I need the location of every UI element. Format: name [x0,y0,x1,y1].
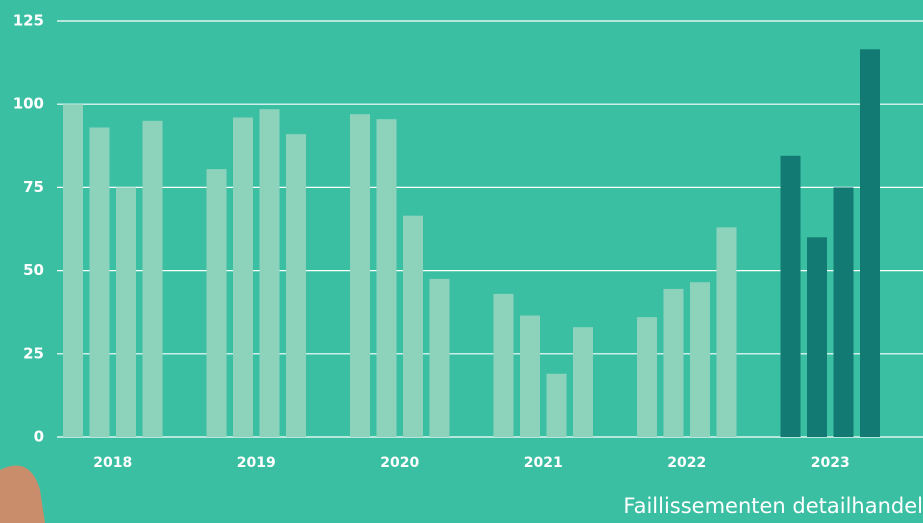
y-tick-label: 75 [23,178,44,196]
bar [573,327,593,437]
x-tick-label: 2021 [524,455,563,471]
x-tick-label: 2023 [811,455,850,471]
bar [350,114,370,438]
bar [860,49,880,438]
bar [206,169,227,437]
y-tick-label: 100 [13,95,44,113]
bar [807,237,827,437]
bar [780,155,801,437]
bar [663,288,684,437]
bar [259,109,280,437]
y-tick-label: 0 [34,428,44,446]
bar [376,119,397,438]
bar [233,117,253,438]
y-tick-label: 50 [23,261,44,279]
bar [833,187,854,437]
x-tick-label: 2022 [667,455,706,471]
decoration [0,465,45,523]
bar [690,282,710,437]
bar [142,120,163,437]
bar [429,278,450,437]
bar [89,127,110,437]
x-tick-label: 2019 [237,455,276,471]
caption: Faillissementen detailhandel [623,494,923,518]
bar [116,187,136,437]
y-tick-label: 125 [13,12,44,30]
bar [546,373,567,437]
x-tick-label: 2020 [380,455,419,471]
bar [63,104,83,437]
x-tick-label: 2018 [93,455,132,471]
y-tick-label: 25 [23,344,44,362]
bar [403,215,423,437]
bar [286,134,306,438]
bar [520,315,540,437]
bar [637,317,657,437]
bar [716,227,737,437]
bar [493,293,514,437]
